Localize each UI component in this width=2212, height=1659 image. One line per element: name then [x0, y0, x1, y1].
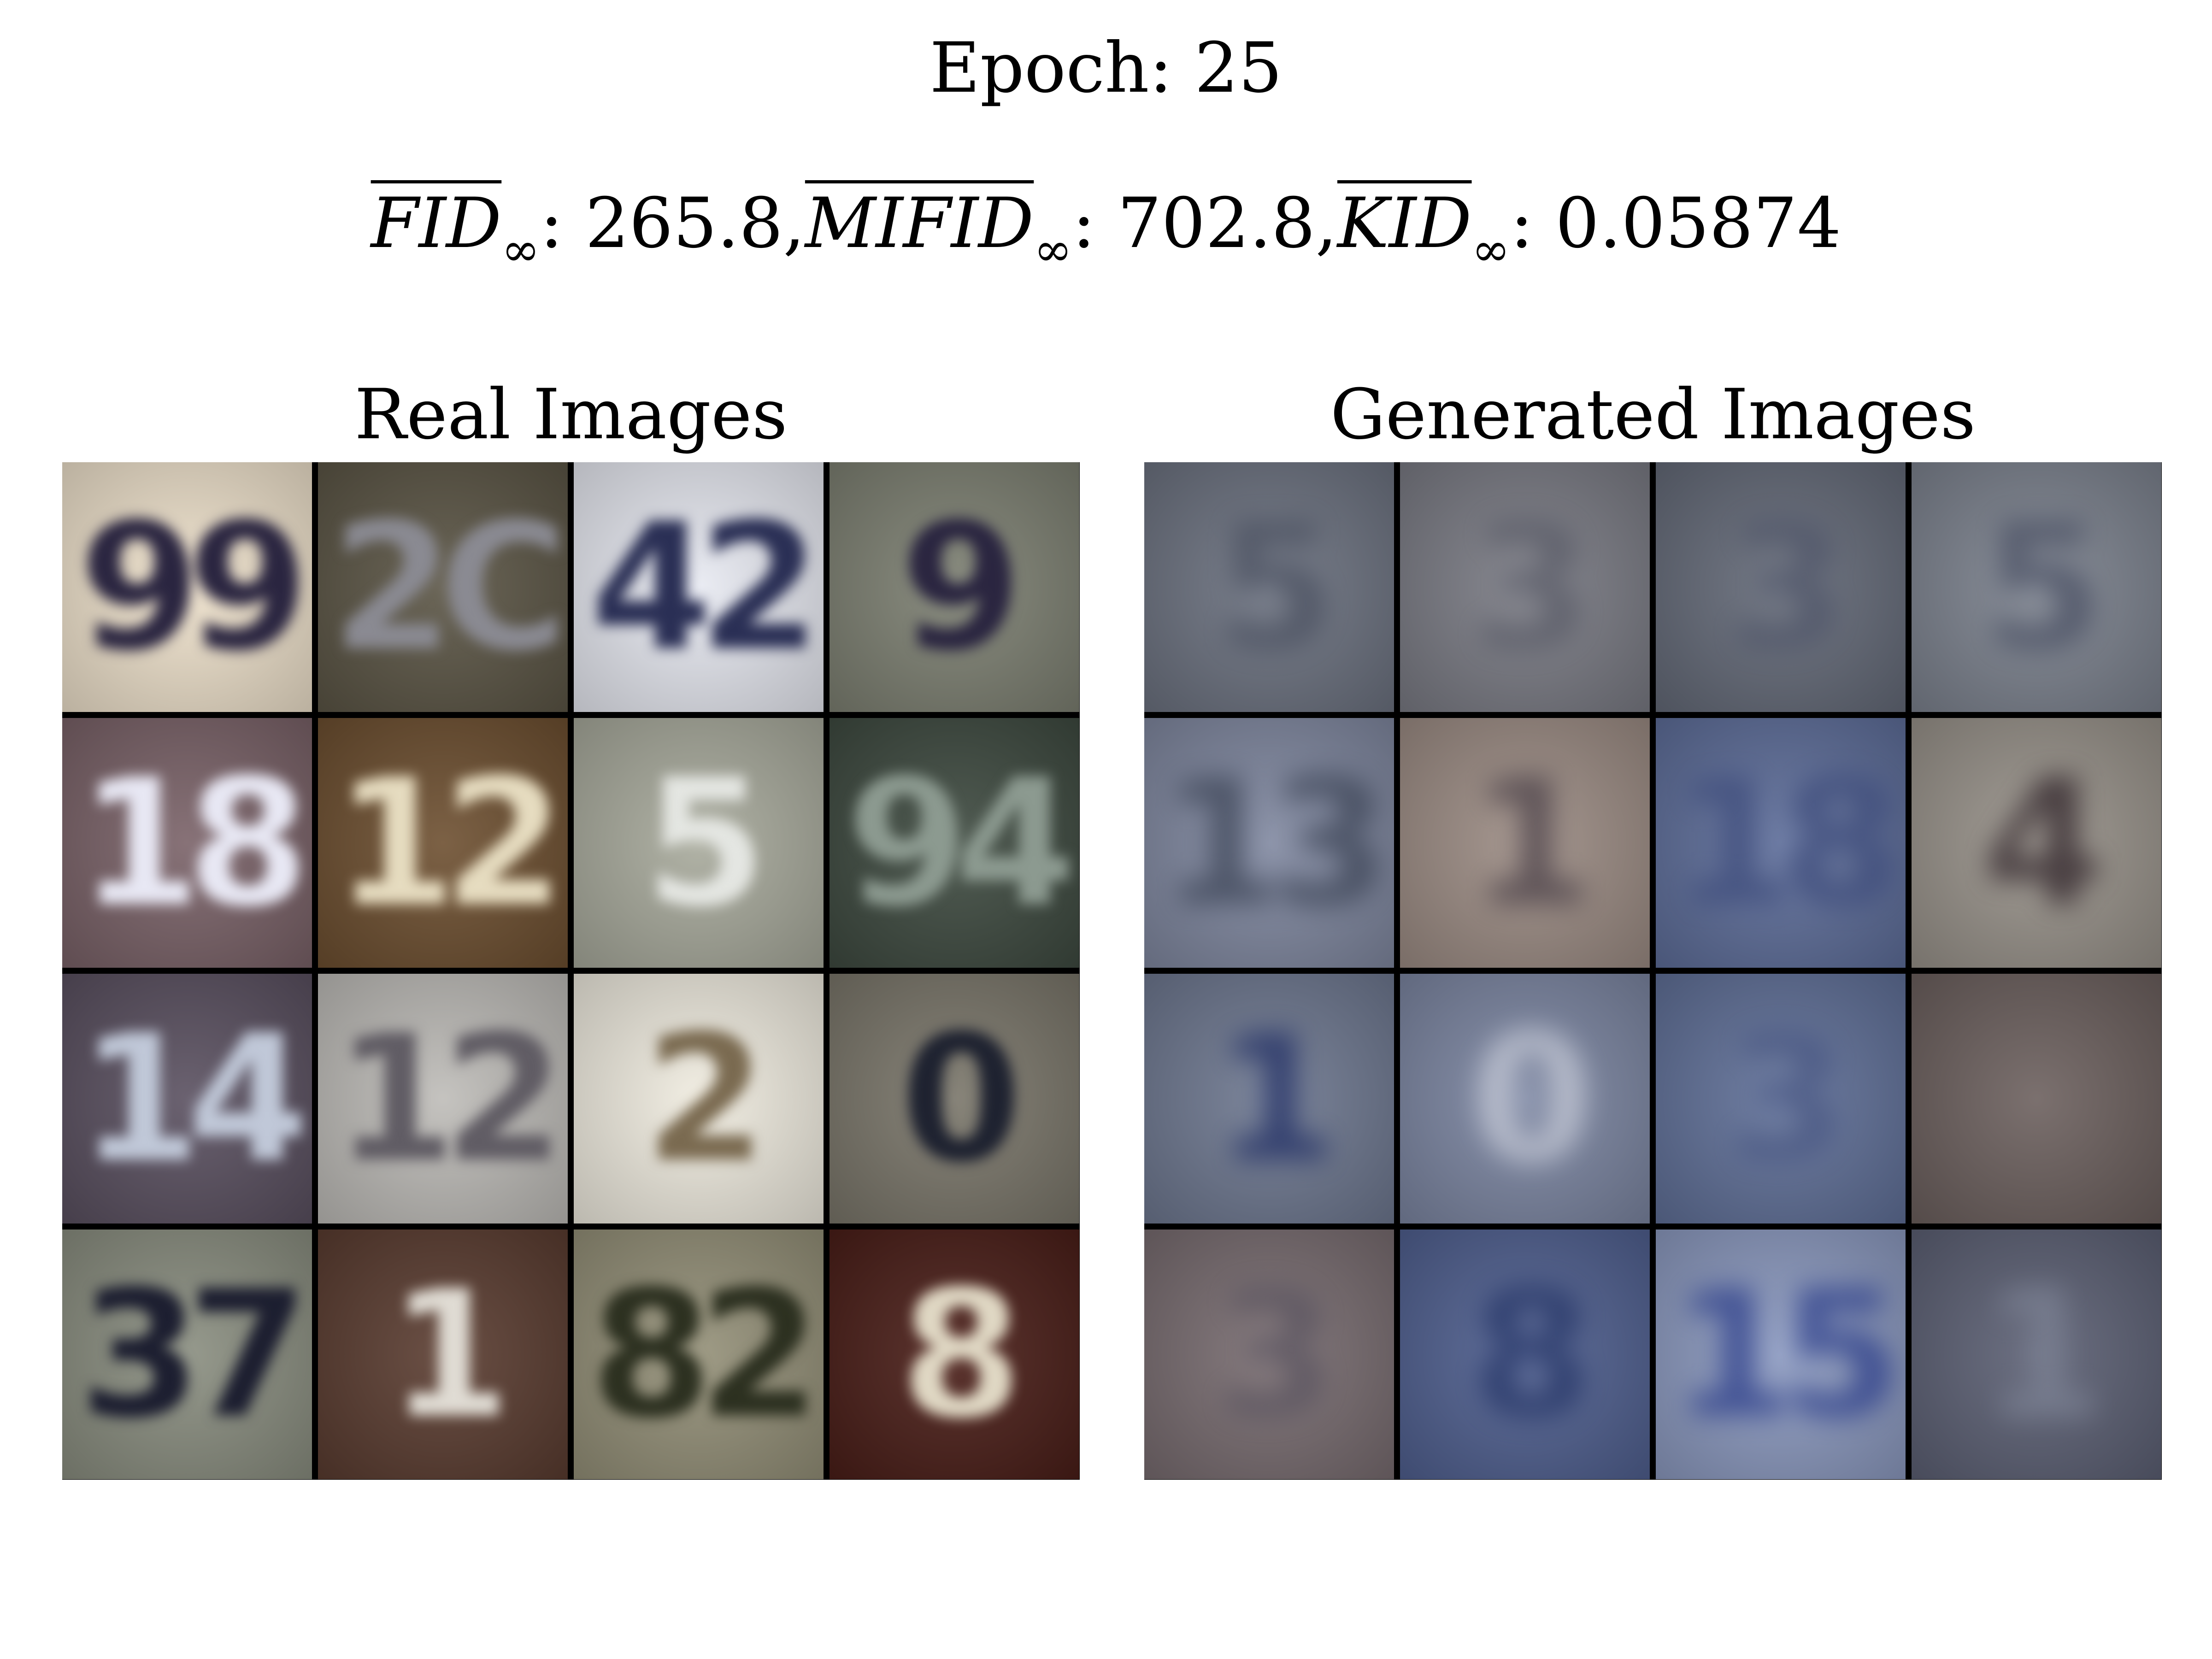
real-image-tile-digit: 0 — [900, 996, 1022, 1201]
kid-value: : 0.05874 — [1510, 183, 1841, 264]
fid-subscript: ∞ — [501, 223, 540, 276]
metrics-line: FID∞: 265.8, MIFID∞: 702.8, KID∞: 0.0587… — [0, 171, 2212, 303]
real-image-tile: 9 — [830, 462, 1079, 712]
real-image-tile-digit: 42 — [590, 485, 821, 689]
real-image-tile: 1 — [318, 1230, 568, 1479]
generated-image-tile — [1912, 974, 2161, 1224]
generated-image-tile-digit: 1 — [1471, 741, 1593, 945]
real-image-tile: 12 — [318, 718, 568, 968]
generated-images-grid: 5 3 3 5 13 1 18 4 1 0 3 3 8 15 1 — [1144, 462, 2162, 1480]
real-image-tile-digit: 8 — [900, 1252, 1022, 1457]
real-images-grid: 99 2C 42 9 18 12 5 94 14 12 2 0 37 1 82 8 — [62, 462, 1080, 1480]
real-image-tile-digit: 12 — [335, 741, 565, 945]
generated-image-tile: 4 — [1912, 718, 2161, 968]
generated-image-tile-digit: 13 — [1161, 741, 1391, 945]
kid-metric: KID∞: 0.05874 — [1337, 171, 1841, 303]
generated-image-tile: 13 — [1144, 718, 1394, 968]
mifid-value: : 702.8, — [1072, 183, 1337, 264]
generated-image-tile-digit: 3 — [1471, 485, 1593, 689]
generated-image-tile: 5 — [1144, 462, 1394, 712]
real-image-tile-digit: 94 — [846, 741, 1077, 945]
generated-image-tile-digit: 18 — [1672, 741, 1903, 945]
generated-image-tile: 18 — [1656, 718, 1906, 968]
generated-image-tile: 1 — [1144, 974, 1394, 1224]
generated-image-tile: 15 — [1656, 1230, 1906, 1479]
real-image-tile: 2 — [574, 974, 824, 1224]
mifid-label: MIFID — [805, 183, 1034, 264]
real-image-tile-digit: 2C — [331, 485, 568, 689]
generated-image-tile-digit: 0 — [1471, 996, 1593, 1201]
generated-image-tile: 1 — [1400, 718, 1650, 968]
generated-image-tile: 3 — [1144, 1230, 1394, 1479]
generated-image-tile: 3 — [1400, 462, 1650, 712]
real-image-tile: 14 — [62, 974, 312, 1224]
real-image-tile-digit: 99 — [79, 485, 309, 689]
epoch-title: Epoch: 25 — [930, 28, 1282, 108]
real-image-tile: 8 — [830, 1230, 1079, 1479]
real-image-tile: 2C — [318, 462, 568, 712]
generated-images-title: Generated Images — [1330, 375, 1976, 455]
kid-subscript: ∞ — [1471, 223, 1510, 276]
mifid-subscript: ∞ — [1034, 223, 1072, 276]
real-image-tile: 37 — [62, 1230, 312, 1479]
fid-metric: FID∞: 265.8, — [371, 171, 805, 303]
generated-image-tile-digit: 1 — [1982, 1252, 2104, 1457]
generated-image-tile-digit: 5 — [1982, 485, 2104, 689]
real-image-tile: 94 — [830, 718, 1079, 968]
generated-image-tile-digit: 3 — [1726, 485, 1848, 689]
real-image-tile: 18 — [62, 718, 312, 968]
real-image-tile: 42 — [574, 462, 824, 712]
generated-image-tile-digit: 5 — [1215, 485, 1337, 689]
real-image-tile-digit: 2 — [644, 996, 766, 1201]
generated-image-tile: 0 — [1400, 974, 1650, 1224]
real-image-tile-digit: 1 — [388, 1252, 511, 1457]
real-image-tile-digit: 82 — [590, 1252, 821, 1457]
generated-image-tile: 1 — [1912, 1230, 2161, 1479]
real-image-tile-digit: 18 — [79, 741, 309, 945]
real-image-tile: 12 — [318, 974, 568, 1224]
real-image-tile: 99 — [62, 462, 312, 712]
generated-image-tile-digit: 3 — [1726, 996, 1848, 1201]
generated-image-tile: 3 — [1656, 462, 1906, 712]
generated-image-tile-digit: 15 — [1672, 1252, 1903, 1457]
kid-label: KID — [1337, 183, 1472, 264]
generated-image-tile-digit: 4 — [1982, 741, 2104, 945]
generated-image-tile-digit: 3 — [1215, 1252, 1337, 1457]
real-image-tile-digit: 14 — [79, 996, 309, 1201]
real-image-tile: 82 — [574, 1230, 824, 1479]
real-image-tile: 0 — [830, 974, 1079, 1224]
real-image-tile-digit: 37 — [79, 1252, 309, 1457]
real-image-tile-digit: 9 — [900, 485, 1022, 689]
generated-image-tile-digit: 1 — [1215, 996, 1337, 1201]
generated-image-tile-digit: 8 — [1471, 1252, 1593, 1457]
generated-image-tile: 3 — [1656, 974, 1906, 1224]
real-images-title: Real Images — [354, 375, 788, 455]
fid-label: FID — [371, 183, 502, 264]
generated-image-tile-digit — [1912, 974, 2161, 1224]
real-image-tile-digit: 5 — [644, 741, 766, 945]
generated-image-tile: 5 — [1912, 462, 2161, 712]
fid-value: : 265.8, — [540, 183, 805, 264]
mifid-metric: MIFID∞: 702.8, — [805, 171, 1337, 303]
real-image-tile: 5 — [574, 718, 824, 968]
real-image-tile-digit: 12 — [335, 996, 565, 1201]
generated-image-tile: 8 — [1400, 1230, 1650, 1479]
